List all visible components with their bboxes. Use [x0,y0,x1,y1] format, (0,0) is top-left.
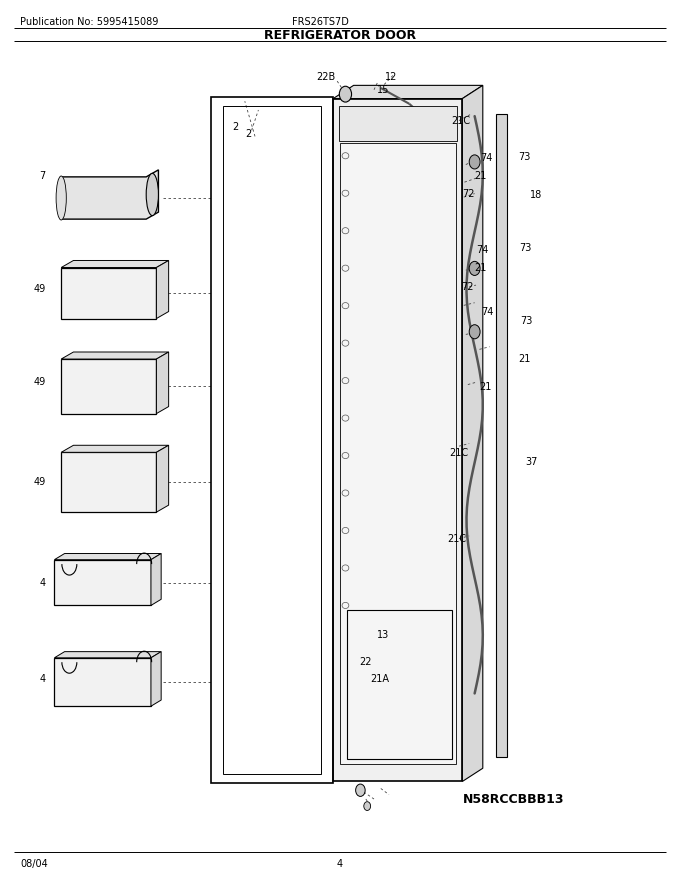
Polygon shape [54,560,151,605]
Polygon shape [156,445,169,512]
Polygon shape [462,85,483,781]
Polygon shape [156,352,169,414]
Text: 74: 74 [480,153,492,164]
Text: 21: 21 [479,382,492,392]
Text: 74: 74 [476,245,488,255]
Text: 21C: 21C [449,448,469,458]
Polygon shape [61,359,156,414]
Text: 22: 22 [359,656,371,667]
Text: 74: 74 [481,307,494,318]
Polygon shape [61,170,158,219]
Text: 2: 2 [245,128,251,139]
Polygon shape [333,99,462,781]
Text: 72: 72 [462,188,475,199]
Circle shape [356,784,365,796]
Circle shape [364,802,371,810]
Polygon shape [54,554,161,560]
Text: 12: 12 [385,71,397,82]
Text: 08/04: 08/04 [20,859,48,869]
Text: 4: 4 [39,674,46,685]
Text: 4: 4 [337,859,343,869]
Polygon shape [61,260,169,268]
Polygon shape [156,260,169,319]
Text: 21C: 21C [452,116,471,127]
Circle shape [339,86,352,102]
Text: 2: 2 [233,121,239,132]
Text: 18: 18 [530,190,543,201]
Text: 21C: 21C [447,533,466,544]
Text: 37: 37 [526,457,538,467]
Text: 49: 49 [33,477,46,488]
Polygon shape [61,268,156,319]
Text: Publication No: 5995415089: Publication No: 5995415089 [20,18,158,27]
Text: 72: 72 [461,282,473,292]
Text: 73: 73 [520,316,532,326]
Polygon shape [54,658,151,706]
Text: 49: 49 [33,377,46,387]
Polygon shape [333,85,483,99]
Polygon shape [61,445,169,452]
Polygon shape [61,452,156,512]
Text: 21A: 21A [371,674,390,685]
Polygon shape [151,554,161,605]
Polygon shape [339,106,457,141]
Circle shape [469,325,480,339]
Text: 22B: 22B [316,72,335,83]
Ellipse shape [146,173,158,216]
Text: 15: 15 [377,84,389,95]
Text: 73: 73 [520,243,532,253]
Polygon shape [54,651,161,658]
Text: N58RCCBBB13: N58RCCBBB13 [462,793,564,805]
Text: 21: 21 [474,171,486,181]
Text: 4: 4 [39,577,46,588]
Polygon shape [340,143,456,764]
Circle shape [469,155,480,169]
Text: 21: 21 [475,262,487,273]
Text: 49: 49 [33,283,46,294]
Circle shape [469,261,480,275]
Ellipse shape [56,176,66,220]
Text: 21: 21 [518,354,530,364]
Text: 7: 7 [39,171,46,181]
Text: FRS26TS7D: FRS26TS7D [292,18,350,27]
Text: REFRIGERATOR DOOR: REFRIGERATOR DOOR [264,29,416,41]
Text: 73: 73 [518,151,530,162]
Polygon shape [496,114,507,757]
Polygon shape [151,651,161,706]
Text: 13: 13 [377,630,390,641]
Polygon shape [61,352,169,359]
